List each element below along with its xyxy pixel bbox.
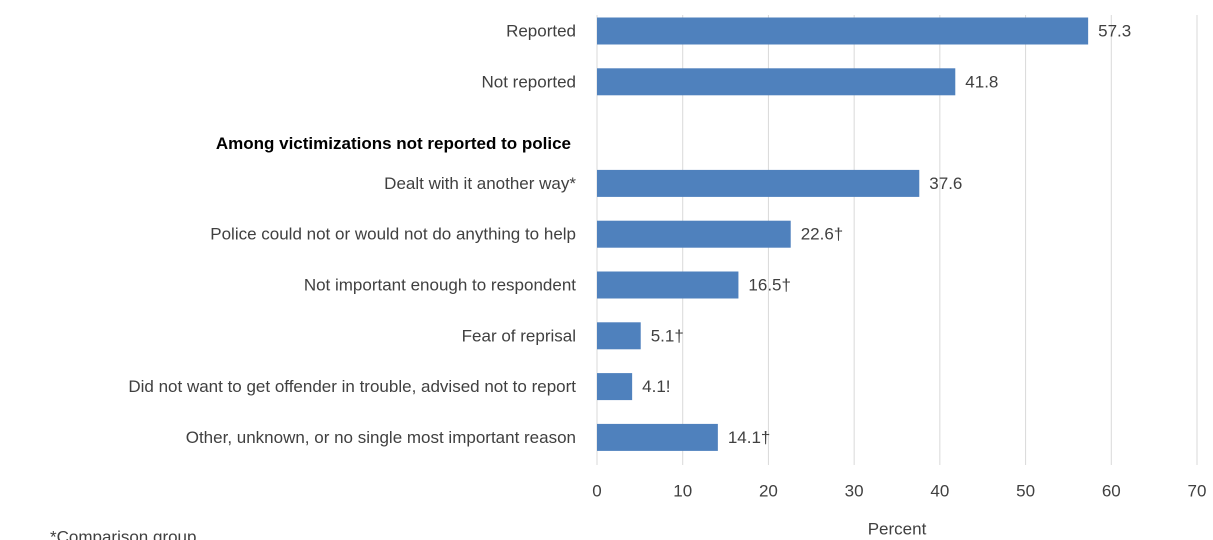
bar (597, 271, 739, 299)
y-tick-label: Not important enough to respondent (304, 275, 576, 294)
y-tick-label: Police could not or would not do anythin… (210, 225, 576, 244)
x-tick-label: 70 (1188, 481, 1207, 500)
value-label: 37.6 (929, 174, 962, 193)
footnote: *Comparison group (50, 527, 196, 540)
y-tick-label: Other, unknown, or no single most import… (186, 428, 576, 447)
y-tick-label: Did not want to get offender in trouble,… (128, 377, 576, 396)
x-tick-label: 0 (592, 481, 601, 500)
x-tick-label: 40 (930, 481, 949, 500)
x-tick-label: 10 (673, 481, 692, 500)
x-tick-label: 30 (845, 481, 864, 500)
y-tick-label: Fear of reprisal (462, 326, 576, 345)
section-header: Among victimizations not reported to pol… (216, 134, 571, 153)
bar (597, 68, 956, 96)
y-tick-label: Dealt with it another way* (384, 174, 576, 193)
x-axis-label: Percent (868, 519, 927, 538)
value-label: 5.1† (651, 326, 684, 345)
x-tick-label: 20 (759, 481, 778, 500)
y-tick-label: Not reported (482, 72, 577, 91)
bar (597, 169, 920, 197)
bar (597, 322, 641, 350)
bar (597, 220, 791, 248)
value-label: 22.6† (801, 225, 844, 244)
value-label: 57.3 (1098, 21, 1131, 40)
x-tick-label: 50 (1016, 481, 1035, 500)
value-label: 16.5† (748, 275, 791, 294)
y-tick-label: Reported (506, 21, 576, 40)
bar (597, 17, 1089, 45)
bar (597, 423, 718, 451)
value-label: 4.1! (642, 377, 670, 396)
value-label: 14.1† (728, 428, 771, 447)
x-tick-label: 60 (1102, 481, 1121, 500)
bar (597, 373, 633, 401)
value-label: 41.8 (965, 72, 998, 91)
